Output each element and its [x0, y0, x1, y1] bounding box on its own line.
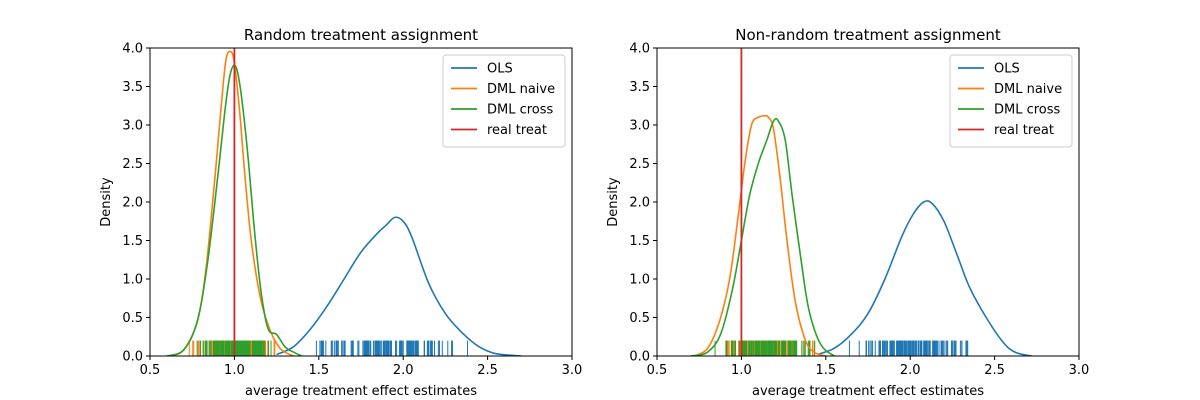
- y-axis: 0.0 0.5 1.0 1.5 2.0 2.5 3.0 3.5 4.0: [629, 42, 657, 365]
- plot-area: [690, 48, 1032, 356]
- legend-box: [949, 54, 1073, 148]
- rug-ols: [848, 340, 969, 356]
- x-axis: 0.5 1.0 1.5 2.0 2.5 3.0: [647, 356, 1090, 378]
- y-tick-label: 0.0: [122, 350, 143, 365]
- legend-label: DML naive: [994, 82, 1062, 97]
- x-tick-label: 1.5: [308, 363, 329, 378]
- y-tick-label: 1.0: [122, 273, 143, 288]
- legend-label: DML naive: [487, 82, 555, 97]
- plot-area: [166, 48, 522, 356]
- density-line-ols: [817, 200, 1032, 356]
- y-tick-label: 3.0: [122, 119, 143, 134]
- x-tick-label: 1.5: [815, 363, 836, 378]
- x-tick-label: 3.0: [1069, 363, 1090, 378]
- x-axis-label: average treatment effect estimates: [752, 384, 984, 399]
- y-tick-label: 1.5: [122, 234, 143, 249]
- chart-title: Random treatment assignment: [244, 26, 478, 44]
- x-axis-label: average treatment effect estimates: [245, 384, 477, 399]
- x-tick-label: 2.5: [984, 363, 1005, 378]
- x-tick-label: 1.0: [731, 363, 752, 378]
- y-tick-label: 3.5: [122, 80, 143, 95]
- density-line-dml-naive: [693, 114, 827, 356]
- legend: OLS DML naive DML cross real treat: [949, 54, 1073, 148]
- y-tick-label: 4.0: [629, 42, 650, 57]
- chart-panel-1: 0.5 1.0 1.5 2.0 2.5 3.00.00.51.01.52.02.53.03…: [99, 26, 582, 399]
- x-tick-label: 2.5: [477, 363, 498, 378]
- y-tick-label: 0.0: [629, 350, 650, 365]
- rug-ols: [315, 340, 469, 356]
- x-axis: 0.5 1.0 1.5 2.0 2.5 3.0: [140, 356, 583, 378]
- y-tick-label: 0.5: [629, 311, 650, 326]
- y-tick-label: 4.0: [122, 42, 143, 57]
- x-tick-label: 2.0: [393, 363, 414, 378]
- y-tick-label: 2.0: [122, 196, 143, 211]
- y-tick-label: 3.0: [629, 119, 650, 134]
- y-axis-label: Density: [99, 177, 114, 227]
- legend-box: [442, 54, 566, 148]
- y-tick-label: 1.0: [629, 273, 650, 288]
- density-line-ols: [276, 216, 522, 356]
- legend-label: DML cross: [487, 103, 554, 118]
- y-tick-label: 2.0: [629, 196, 650, 211]
- legend-label: real treat: [487, 123, 547, 138]
- legend-label: DML cross: [994, 103, 1061, 118]
- density-line-dml-cross: [166, 64, 303, 356]
- legend: OLS DML naive DML cross real treat: [442, 54, 566, 148]
- chart-title: Non-random treatment assignment: [735, 26, 1001, 44]
- chart-panel-2: 0.5 1.0 1.5 2.0 2.5 3.00.00.51.01.52.02.53.03…: [606, 26, 1089, 399]
- density-line-dml-naive: [169, 50, 294, 356]
- y-axis-label: Density: [606, 177, 621, 227]
- y-tick-label: 2.5: [629, 157, 650, 172]
- x-tick-label: 0.5: [140, 363, 161, 378]
- y-tick-label: 0.5: [122, 311, 143, 326]
- legend-label: OLS: [994, 62, 1020, 77]
- x-tick-label: 2.0: [900, 363, 921, 378]
- density-line-dml-cross: [690, 117, 835, 356]
- legend-label: real treat: [994, 123, 1054, 138]
- y-tick-label: 3.5: [629, 80, 650, 95]
- x-tick-label: 3.0: [562, 363, 583, 378]
- y-axis: 0.0 0.5 1.0 1.5 2.0 2.5 3.0 3.5 4.0: [122, 42, 150, 365]
- x-tick-label: 1.0: [224, 363, 245, 378]
- y-tick-label: 2.5: [122, 157, 143, 172]
- x-tick-label: 0.5: [647, 363, 668, 378]
- legend-label: OLS: [487, 62, 513, 77]
- rug-dml-cross: [714, 340, 816, 356]
- y-tick-label: 1.5: [629, 234, 650, 249]
